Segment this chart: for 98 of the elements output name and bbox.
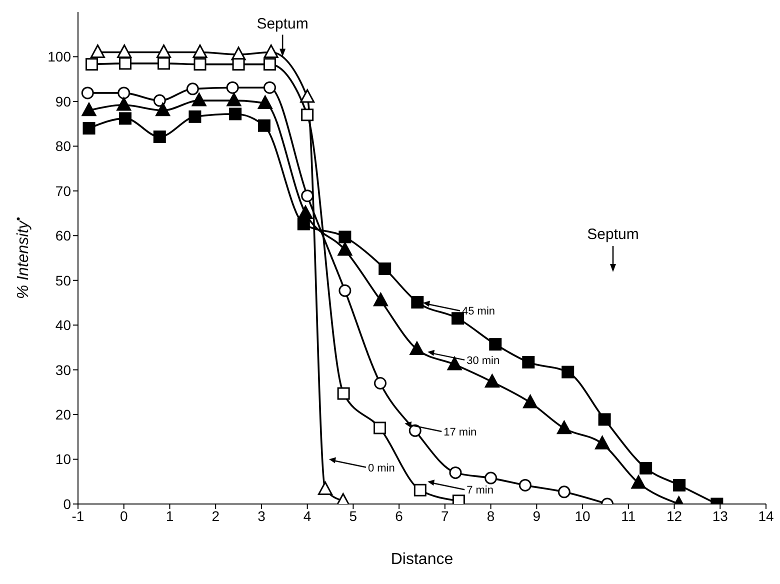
point: [226, 92, 242, 106]
point: [484, 374, 500, 388]
point: [156, 44, 172, 58]
point: [192, 44, 208, 58]
point: [337, 387, 350, 400]
y-tick-label: 50: [55, 272, 72, 288]
point: [373, 292, 388, 306]
x-tick-label: 4: [303, 508, 312, 524]
point: [264, 44, 278, 58]
point: [263, 81, 276, 94]
point: [301, 108, 314, 122]
point: [82, 102, 96, 116]
point: [449, 466, 462, 479]
y-tick-label: 90: [55, 93, 72, 110]
point: [229, 108, 242, 120]
point: [673, 478, 686, 492]
point: [556, 420, 572, 434]
x-tick-label: 14: [758, 508, 774, 524]
point: [194, 58, 206, 71]
point: [81, 86, 94, 100]
x-axis-title: Distance: [390, 551, 454, 568]
x-tick-label: 8: [486, 508, 495, 524]
y-tick-label: 80: [55, 138, 72, 154]
point: [116, 97, 132, 111]
point: [631, 475, 646, 489]
x-tick-label: 2: [212, 508, 220, 524]
point: [410, 341, 424, 355]
point: [82, 122, 96, 135]
annotation: 45 min: [462, 306, 496, 318]
point: [263, 58, 276, 71]
point: [153, 94, 166, 107]
point: [484, 472, 498, 484]
point: [522, 394, 538, 408]
point: [595, 436, 610, 450]
point: [186, 82, 199, 96]
point: [158, 57, 170, 70]
x-tick-label: -1: [72, 508, 84, 524]
point: [118, 57, 132, 70]
point: [297, 218, 310, 230]
x-tick-label: 5: [349, 508, 358, 524]
point: [86, 58, 98, 71]
x-tick-label: 0: [120, 508, 128, 524]
point: [258, 95, 272, 109]
point: [338, 284, 352, 297]
x-tick-label: 11: [621, 508, 636, 524]
point: [232, 58, 245, 71]
x-tick-label: 13: [712, 508, 728, 524]
point: [90, 44, 105, 58]
y-tick-label: 60: [55, 228, 72, 244]
annotation: Septum: [586, 226, 640, 244]
point: [558, 486, 570, 498]
y-tick-label: 30: [55, 362, 72, 378]
annotation: 0 min: [368, 462, 395, 474]
point: [489, 338, 502, 351]
annotation: 30 min: [466, 354, 500, 367]
point: [378, 262, 392, 275]
x-tick-label: 1: [166, 508, 174, 524]
y-tick-label: 70: [55, 182, 72, 199]
y-tick-label: 40: [55, 317, 72, 334]
y-tick-label: 20: [55, 406, 72, 423]
x-tick-label: 9: [532, 508, 541, 524]
x-tick-label: 12: [666, 508, 682, 524]
x-tick-label: 7: [441, 508, 450, 524]
y-tick-label: 0: [63, 496, 72, 512]
y-tick-label: 10: [55, 451, 72, 468]
point: [188, 110, 202, 123]
point: [153, 130, 166, 144]
annotation: Septum: [256, 16, 308, 33]
x-tick-label: 3: [258, 508, 266, 524]
point: [562, 366, 574, 378]
point: [518, 478, 532, 492]
point: [447, 356, 462, 370]
point: [298, 206, 313, 220]
point: [156, 102, 170, 116]
annotation: 7 min: [466, 484, 494, 497]
point: [522, 356, 535, 368]
point: [411, 296, 424, 309]
point: [318, 481, 332, 495]
point: [338, 230, 352, 244]
point: [301, 190, 314, 202]
point: [338, 242, 352, 256]
point: [226, 81, 239, 94]
point: [640, 462, 652, 474]
point: [408, 424, 422, 437]
point: [300, 89, 315, 103]
point: [374, 376, 387, 390]
point: [374, 422, 386, 434]
y-tick-label: 100: [48, 48, 72, 65]
x-tick-label: 6: [395, 508, 404, 524]
point: [118, 86, 130, 100]
point: [414, 484, 426, 496]
x-tick-label: 10: [574, 508, 591, 524]
point: [258, 119, 270, 132]
point: [192, 92, 206, 106]
point: [118, 112, 132, 125]
annotation: 17 min: [444, 426, 477, 438]
point: [598, 413, 611, 426]
point: [117, 44, 132, 58]
